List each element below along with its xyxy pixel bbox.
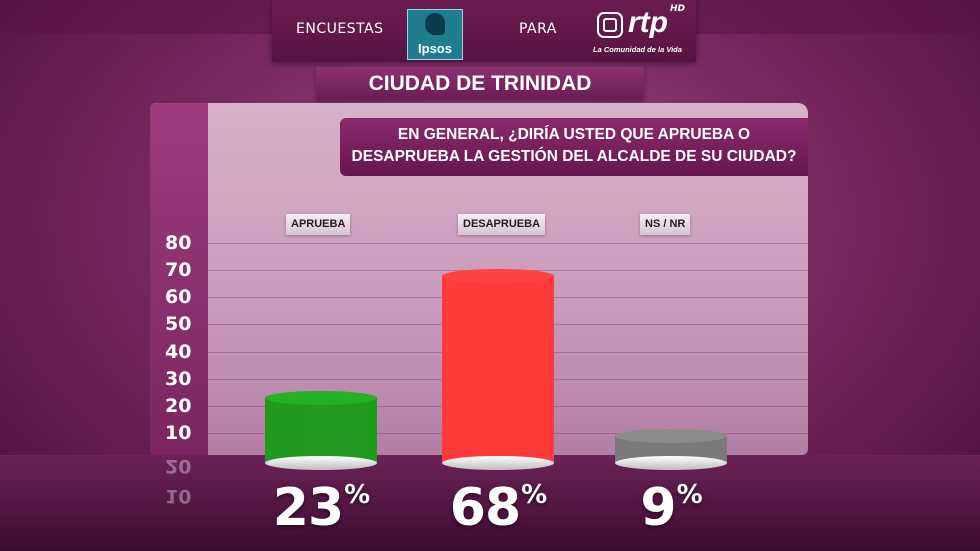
y-tick-label: 60 [165, 286, 192, 309]
bar-base [615, 455, 727, 470]
encuestas-label: ENCUESTAS [296, 21, 384, 37]
question-box: EN GENERAL, ¿DIRÍA USTED QUE APRUEBA O D… [340, 118, 808, 176]
question-line-1: EN GENERAL, ¿DIRÍA USTED QUE APRUEBA O [397, 126, 751, 143]
y-tick-label: 70 [165, 259, 192, 282]
y-tick-label: 20 [165, 394, 192, 417]
percent-sign: % [344, 480, 370, 510]
bar-body [442, 275, 554, 462]
ipsos-logo-text: Ipsos [418, 41, 452, 56]
rtp-emblem-icon [597, 12, 623, 38]
para-label: PARA [519, 21, 557, 37]
bar [615, 428, 727, 470]
rtp-logo-text: rtp [628, 6, 668, 39]
y-tick-label: 80 [165, 232, 192, 254]
percent-sign: % [676, 480, 703, 510]
percent-label: 23% [272, 478, 370, 538]
percent-value: 23 [272, 478, 344, 538]
bar-top [615, 428, 727, 443]
category-label: NS / NR [640, 214, 691, 235]
percent-label: 9% [640, 478, 703, 538]
percent-label: 68% [449, 478, 547, 538]
y-tick-label: 30 [165, 367, 192, 390]
y-tick-reflection: 20 [165, 455, 192, 477]
y-tick-label: 40 [165, 340, 192, 363]
rtp-tagline: La Comunidad de la Vida [593, 45, 682, 54]
y-tick-label: 50 [165, 313, 192, 336]
header-side-right [696, 0, 980, 34]
bar-top [265, 390, 377, 405]
percent-value: 68 [449, 478, 521, 538]
percent-value: 9 [640, 478, 676, 538]
floor-reflection [0, 455, 980, 551]
question-line-2: DESAPRUEBA LA GESTIÓN DEL ALCALDE DE SU … [351, 148, 797, 165]
city-title: CIUDAD DE TRINIDAD [316, 67, 644, 100]
category-label: APRUEBA [286, 214, 351, 235]
header-bar [272, 0, 696, 62]
y-tick-reflection: 10 [165, 485, 192, 507]
bar [442, 268, 554, 470]
y-tick-label: 10 [165, 421, 192, 444]
bar [265, 390, 377, 470]
ipsos-logo: Ipsos [407, 9, 463, 60]
category-label: DESAPRUEBA [458, 214, 546, 235]
bar-top [442, 268, 554, 283]
rtp-hd-label: HD [670, 4, 686, 14]
ipsos-head-icon [425, 13, 445, 35]
chart-panel-axis-band [150, 103, 208, 455]
gridline [208, 243, 808, 244]
bar-base [442, 455, 554, 470]
bar-base [265, 455, 377, 470]
percent-sign: % [521, 480, 547, 510]
bar-body [265, 397, 377, 462]
header-side-left [0, 0, 272, 34]
